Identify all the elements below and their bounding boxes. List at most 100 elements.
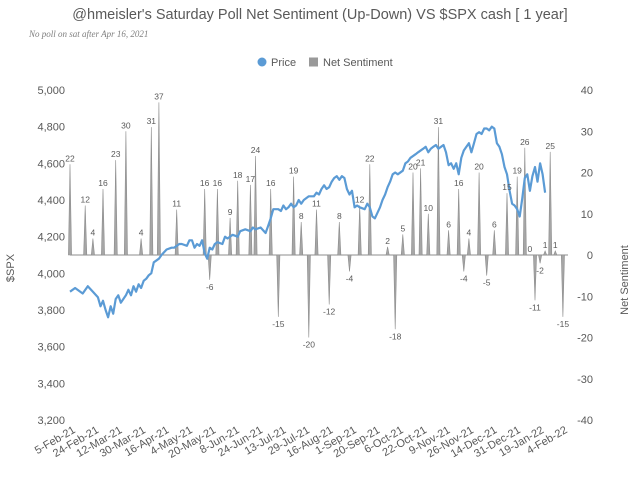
sentiment-data-label: 5: [400, 223, 405, 233]
sentiment-data-label: -11: [529, 302, 541, 312]
y-right-tick-label: 0: [587, 250, 593, 262]
sentiment-spike: [533, 254, 537, 301]
sentiment-spike: [101, 188, 105, 256]
sentiment-data-label: -12: [323, 307, 336, 317]
sentiment-data-label: 37: [154, 91, 164, 101]
x-axis: 5-Feb-2124-Feb-2112-Mar-2130-Mar-2116-Ap…: [33, 424, 570, 461]
sentiment-data-label: 25: [545, 141, 555, 151]
sentiment-spike: [314, 209, 319, 256]
sentiment-spike: [357, 205, 362, 256]
sentiment-data-label: 4: [139, 228, 144, 238]
sentiment-data-label: -6: [206, 282, 214, 292]
sentiment-data-label: 22: [365, 153, 375, 163]
sentiment-spike: [90, 238, 95, 256]
sentiment-data-label: 15: [502, 182, 512, 192]
chart-note: No poll on sat after Apr 16, 2021: [29, 29, 149, 39]
sentiment-spike: [492, 230, 497, 256]
y-left-tick-label: 5,000: [37, 85, 65, 97]
legend-sentiment-marker: [309, 57, 318, 67]
sentiment-data-label: 20: [408, 162, 418, 172]
legend-sentiment-label: Net Sentiment: [323, 57, 393, 69]
sentiment-data-label: 23: [111, 149, 121, 159]
sentiment-data-label: 11: [312, 199, 321, 209]
net-sentiment-series: [68, 102, 565, 338]
y-left-axis-title: $SPX: [5, 253, 17, 282]
sentiment-spike: [418, 168, 423, 256]
sentiment-spike: [548, 151, 553, 256]
y-right-tick-label: 10: [581, 209, 593, 221]
y-right-axis: -40 -30 -20 -10 0 10 20 30 40: [577, 85, 593, 427]
sentiment-spike: [426, 213, 431, 256]
sentiment-data-label: 22: [65, 153, 75, 163]
y-left-tick-label: 3,400: [37, 378, 65, 390]
sentiment-data-label: 8: [299, 211, 304, 221]
sentiment-spike: [522, 147, 527, 256]
sentiment-data-label: 24: [251, 145, 261, 155]
sentiment-data-label: 4: [91, 228, 96, 238]
sentiment-data-label: 6: [492, 219, 497, 229]
sentiment-spike: [327, 254, 332, 305]
price-line: [69, 125, 547, 319]
y-left-tick-label: 4,400: [37, 195, 65, 207]
sentiment-data-label: 20: [474, 162, 484, 172]
sentiment-spike: [400, 234, 405, 256]
legend-price-marker: [257, 57, 267, 67]
sentiment-spike: [466, 238, 471, 256]
y-right-tick-label: -30: [577, 374, 593, 386]
sentiment-data-label: 16: [454, 178, 464, 188]
sentiment-spike: [235, 180, 240, 256]
sentiment-data-label: 21: [416, 157, 426, 167]
sentiment-spike: [156, 102, 161, 256]
sentiment-spike: [385, 246, 390, 256]
sentiment-spike: [436, 127, 441, 256]
y-right-tick-label: -40: [577, 415, 593, 427]
sentiment-spike: [253, 155, 258, 256]
sentiment-data-label: 17: [246, 174, 256, 184]
y-left-tick-label: 4,000: [37, 268, 65, 280]
sentiment-data-label: 4: [467, 228, 472, 238]
sentiment-spike: [337, 221, 342, 256]
y-left-tick-label: 4,600: [37, 158, 65, 170]
sentiment-data-label: 6: [446, 219, 451, 229]
legend: Price Net Sentiment: [257, 57, 393, 69]
sentiment-spike: [515, 176, 520, 256]
sentiment-data-label: 19: [289, 166, 299, 176]
sentiment-data-label: 31: [147, 116, 157, 126]
sentiment-data-label: 1: [553, 240, 558, 250]
sentiment-spike: [456, 188, 461, 256]
sentiment-data-label: 31: [434, 116, 444, 126]
sentiment-data-label: 10: [424, 203, 434, 213]
sentiment-data-label: 18: [233, 170, 243, 180]
sentiment-data-label: 11: [172, 199, 181, 209]
sentiment-spike: [83, 205, 88, 256]
sentiment-data-label: 30: [121, 120, 131, 130]
sentiment-data-label: 16: [98, 178, 108, 188]
sentiment-data-label: -15: [272, 319, 285, 329]
y-right-tick-label: 30: [581, 126, 593, 138]
sentiment-data-label: 16: [213, 178, 223, 188]
sentiment-data-label: 2: [385, 236, 390, 246]
sentiment-data-label: 9: [228, 207, 233, 217]
sentiment-data-label: -4: [346, 274, 354, 284]
sentiment-spike: [505, 193, 509, 256]
sentiment-spike: [560, 254, 565, 317]
sentiment-data-label: -18: [389, 331, 402, 341]
sentiment-spike: [68, 164, 72, 256]
price-series: [69, 125, 547, 319]
sentiment-spike: [446, 230, 451, 256]
sentiment-data-label: -15: [557, 319, 570, 329]
y-left-tick-label: 3,200: [37, 415, 65, 427]
sentiment-spike: [123, 131, 128, 256]
legend-price-label: Price: [271, 57, 296, 69]
y-left-tick-label: 3,600: [37, 342, 65, 354]
y-right-tick-label: 40: [581, 85, 593, 97]
sentiment-data-label: 19: [512, 166, 522, 176]
sentiment-spike: [299, 221, 304, 256]
sentiment-data-label: 12: [81, 195, 91, 205]
sentiment-data-label: 16: [266, 178, 276, 188]
sentiment-spike: [411, 172, 415, 256]
y-right-axis-title: Net Sentiment: [619, 245, 631, 315]
sentiment-spike: [477, 172, 482, 256]
y-left-axis: 3,200 3,400 3,600 3,800 4,000 4,200 4,400 4,600…: [37, 85, 65, 427]
